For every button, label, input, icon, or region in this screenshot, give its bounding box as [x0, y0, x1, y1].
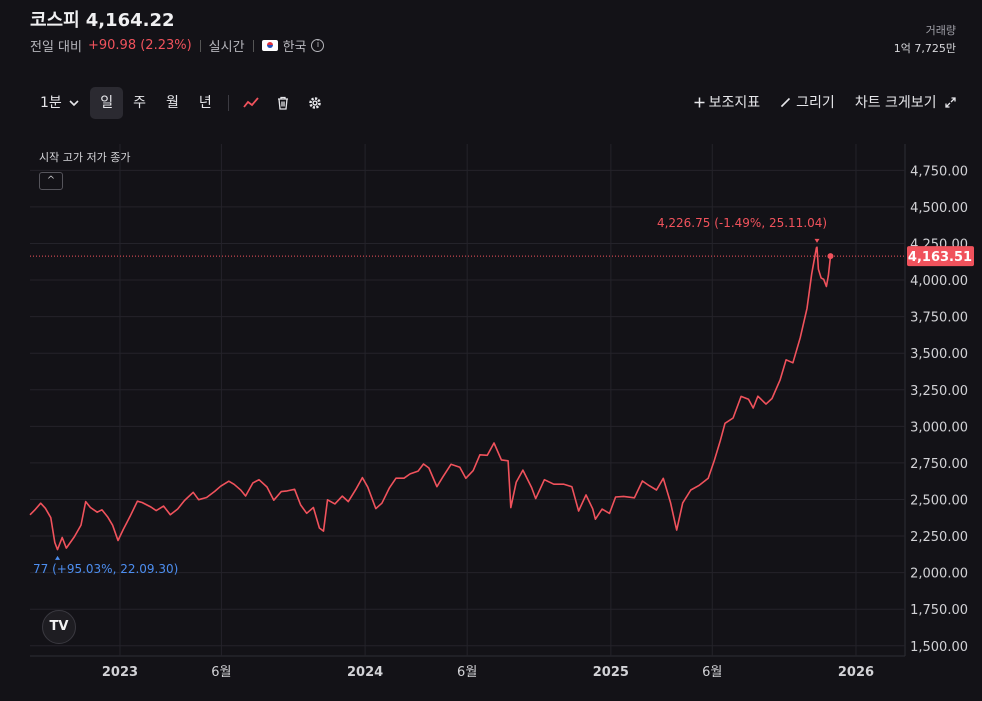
y-tick-label: 1,500.00 [910, 640, 968, 655]
divider [252, 39, 254, 52]
current-price-label: 4,163.51 [908, 250, 972, 265]
fullscreen-button[interactable]: 차트 크게보기 [845, 87, 966, 119]
y-tick-label: 2,000.00 [910, 567, 968, 582]
current-price-badge [907, 246, 974, 267]
korea-flag-icon [261, 40, 278, 51]
country-label: 한국 [282, 40, 307, 55]
tab-week[interactable]: 주 [133, 95, 147, 111]
index-title: 코스피 4,164.22 [30, 6, 175, 32]
price-series-line [29, 246, 832, 551]
legend-collapse-button[interactable]: ^ [39, 172, 63, 190]
y-tick-label: 3,250.00 [910, 384, 968, 399]
y-tick-label: 4,500.00 [910, 201, 968, 216]
draw-label: 그리기 [796, 95, 835, 111]
x-tick-label: 2023 [102, 665, 138, 680]
interval-label: 1분 [40, 95, 62, 111]
divider [199, 39, 201, 52]
x-tick-label: 2025 [593, 665, 629, 680]
index-name: 코스피 [30, 10, 80, 31]
tab-day[interactable]: 일 [90, 87, 124, 119]
plus-icon [694, 97, 705, 108]
x-tick-label: 2026 [838, 665, 874, 680]
chart-toolbar-right: 보조지표 그리기 차트 크게보기 [684, 87, 966, 119]
trash-icon [277, 96, 288, 110]
chevron-down-icon [69, 100, 79, 107]
interval-dropdown[interactable]: 1분 [30, 87, 90, 119]
info-icon[interactable]: i [311, 39, 325, 52]
y-tick-label: 4,000.00 [910, 274, 968, 289]
x-tick-label: 6월 [702, 665, 722, 680]
realtime-label: 실시간 [208, 40, 245, 55]
pen-icon [781, 97, 791, 108]
y-tick-label: 2,500.00 [910, 493, 968, 508]
y-tick-label: 3,000.00 [910, 420, 968, 435]
y-tick-label: 4,750.00 [910, 164, 968, 179]
delete-drawings-button[interactable] [267, 87, 299, 119]
chart-grid [30, 144, 906, 657]
tradingview-logo[interactable]: TV [42, 610, 76, 644]
high-annotation-label: 4,226.75 (-1.49%, 25.11.04) [657, 216, 827, 230]
ohlc-legend: 시작 고가 저가 종가 [39, 151, 131, 164]
y-tick-label: 1,750.00 [910, 603, 968, 618]
price-change-row: 전일 대비 +90.98 (2.23%) 실시간 한국 i [30, 36, 325, 55]
y-tick-label: 2,250.00 [910, 530, 968, 545]
draw-button[interactable]: 그리기 [770, 87, 845, 119]
tab-month[interactable]: 월 [166, 95, 179, 111]
price-change: +90.98 (2.23%) [87, 38, 192, 53]
chart-annotations: 4,226.75 (-1.49%, 25.11.04) 77 (+95.03%, … [33, 216, 827, 576]
divider [227, 95, 229, 111]
x-tick-label: 6월 [211, 665, 231, 680]
y-tick-label: 2,750.00 [910, 457, 968, 472]
fullscreen-label: 차트 크게보기 [854, 95, 937, 111]
volume-value: 1억 7,725만 [893, 42, 956, 55]
x-axis: 2023 6월 2024 6월 2025 6월 2026 [102, 665, 874, 680]
low-annotation-label: 77 (+95.03%, 22.09.30) [33, 562, 178, 576]
settings-button[interactable] [299, 87, 331, 119]
indicators-label: 보조지표 [708, 95, 761, 111]
low-marker-icon [55, 555, 61, 560]
line-chart-type-button[interactable] [235, 87, 267, 119]
change-label: 전일 대비 [30, 40, 82, 55]
y-tick-label: 3,500.00 [910, 347, 968, 362]
volume-label: 거래량 [925, 24, 956, 37]
x-tick-label: 2024 [347, 665, 383, 680]
high-marker-icon [814, 238, 820, 243]
y-tick-label: 3,750.00 [910, 311, 968, 326]
x-tick-label: 6월 [457, 665, 477, 680]
chart-toolbar: 1분 일 주 월 년 [30, 87, 331, 119]
gear-icon [309, 97, 321, 109]
index-price: 4,164.22 [85, 10, 175, 31]
expand-icon [945, 97, 956, 108]
line-chart-icon [243, 97, 259, 108]
y-axis: 4,750.004,500.004,250.004,000.003,750.00… [910, 164, 968, 654]
current-price-label-box: 4,163.51 [907, 246, 974, 267]
indicators-button[interactable]: 보조지표 [684, 87, 771, 119]
current-price-point [827, 253, 834, 260]
tab-year[interactable]: 년 [198, 95, 212, 111]
